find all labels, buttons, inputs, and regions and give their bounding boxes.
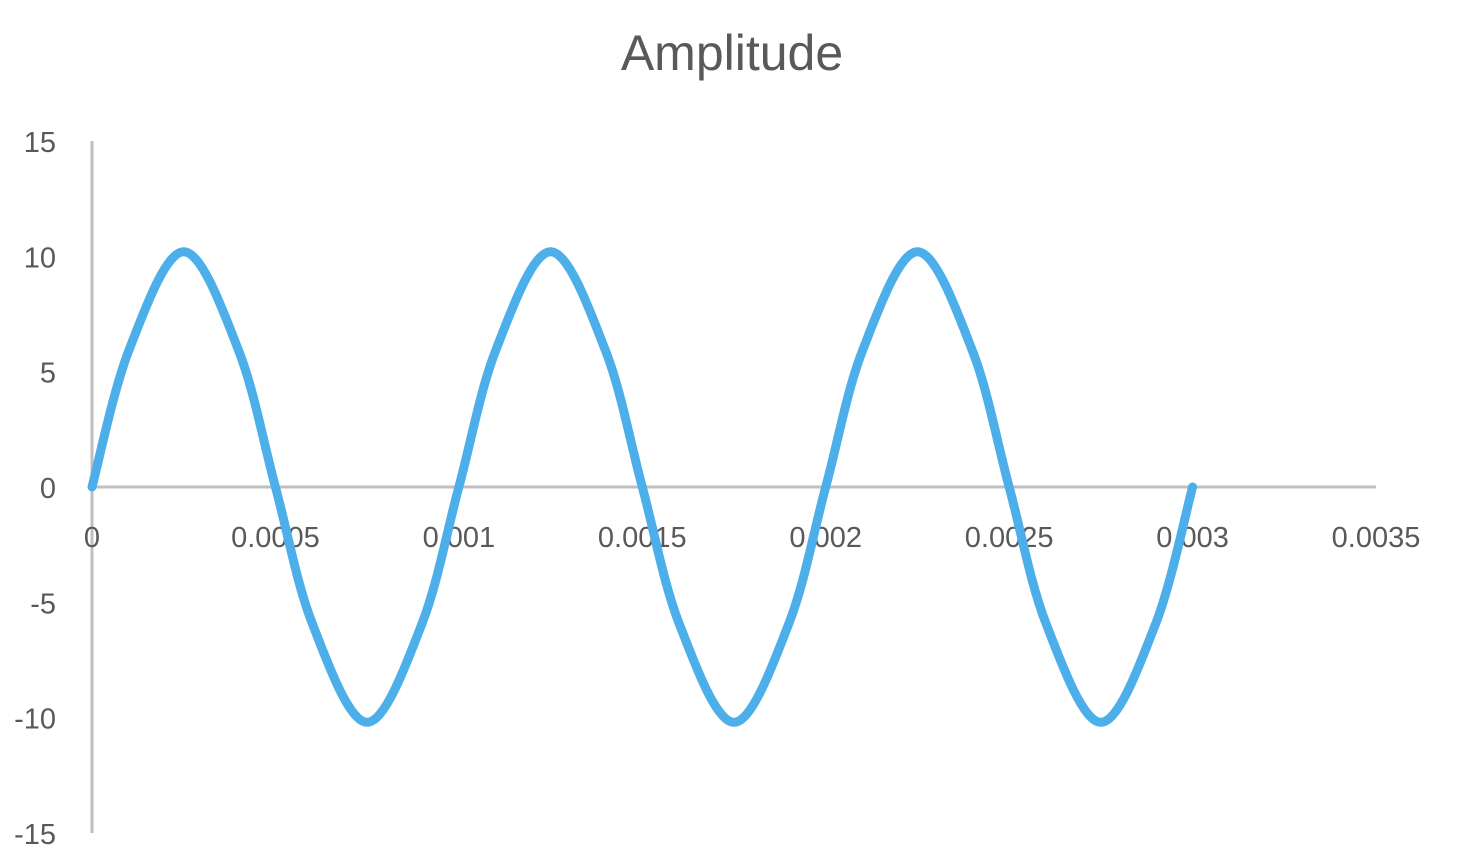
y-tick-label: -10 (14, 704, 56, 736)
chart-axes (90, 141, 1376, 833)
y-tick-labels: 15 10 5 0 -5 -10 -15 (14, 127, 56, 851)
x-tick-label: 0.0005 (231, 522, 320, 554)
y-tick-label: -5 (30, 588, 56, 620)
chart-title: Amplitude (620, 25, 844, 81)
x-tick-label: 0.003 (1156, 522, 1229, 554)
x-tick-label: 0.0015 (598, 522, 687, 554)
chart-series (87, 247, 1198, 727)
y-tick-label: 15 (24, 127, 56, 159)
x-tick-label: 0.002 (789, 522, 862, 554)
x-tick-label: 0.0025 (965, 522, 1054, 554)
x-tick-labels: 0 0.0005 0.001 0.0015 0.002 0.0025 0.003 0.0035 (84, 522, 1420, 554)
y-tick-label: -15 (14, 819, 56, 851)
x-tick-label: 0.0035 (1332, 522, 1421, 554)
y-tick-label: 0 (40, 473, 56, 505)
x-tick-label: 0.001 (423, 522, 496, 554)
series-line-0 (87, 247, 1198, 727)
x-tick-label: 0 (84, 522, 100, 554)
y-tick-label: 10 (24, 242, 56, 274)
y-tick-label: 5 (40, 358, 56, 390)
